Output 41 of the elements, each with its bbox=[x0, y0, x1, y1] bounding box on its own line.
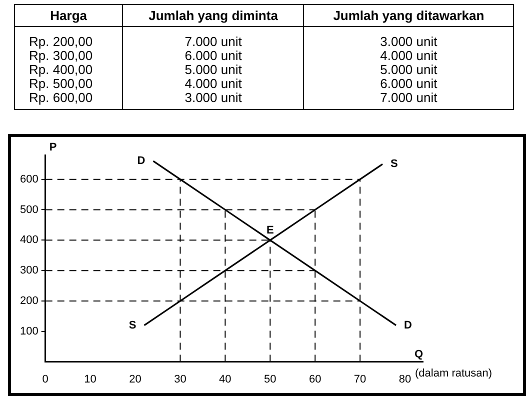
text: D bbox=[404, 319, 412, 332]
x-tick-label: 30 bbox=[174, 373, 186, 386]
text: 5.000 unit bbox=[304, 62, 514, 77]
text: Jumlah yang diminta bbox=[122, 4, 304, 26]
x-tick-label: 50 bbox=[264, 373, 276, 386]
x-axis-title: Q bbox=[414, 348, 424, 360]
y-tick-label: 500 bbox=[20, 204, 38, 216]
text: Rp. 300,00 bbox=[14, 48, 123, 63]
y-tick-label: 100 bbox=[20, 325, 38, 338]
text: 7.000 unit bbox=[122, 26, 304, 49]
text: 4.000 unit bbox=[304, 48, 514, 63]
series-label: S bbox=[128, 319, 136, 332]
x-tick-label: 0 bbox=[42, 373, 48, 386]
x-tick-label: 10 bbox=[84, 373, 96, 386]
x-tick-label: 60 bbox=[308, 373, 322, 386]
y-tick-label: 400 bbox=[20, 234, 38, 246]
text: 6.000 unit bbox=[304, 76, 514, 91]
text: 4.000 unit bbox=[122, 76, 304, 91]
annotation: E bbox=[266, 224, 274, 237]
text: Rp. 200,00 bbox=[14, 26, 123, 49]
text: S bbox=[390, 158, 398, 170]
text: 5.000 unit bbox=[122, 62, 304, 77]
text: Rp. 400,00 bbox=[14, 62, 123, 77]
text: 7.000 unit bbox=[304, 90, 514, 110]
text: Rp. 500,00 bbox=[14, 76, 123, 91]
y-tick-label: 300 bbox=[20, 264, 38, 277]
y-tick-label: 200 bbox=[20, 295, 38, 308]
x-tick-label: 40 bbox=[219, 373, 232, 386]
y-tick-label: 600 bbox=[20, 173, 38, 186]
series-label: D bbox=[137, 155, 146, 168]
x-tick-label: 80 bbox=[398, 373, 412, 386]
text: Jumlah yang ditawarkan bbox=[304, 4, 514, 26]
text: (dalam ratusan) bbox=[415, 367, 492, 380]
x-tick-label: 20 bbox=[129, 373, 142, 386]
text: Harga bbox=[14, 4, 123, 26]
x-tick-label: 70 bbox=[354, 373, 366, 386]
text: 3.000 unit bbox=[304, 26, 514, 49]
text: Rp. 600,00 bbox=[14, 90, 123, 110]
text: 6.000 unit bbox=[122, 48, 304, 63]
y-axis-title: P bbox=[49, 142, 57, 154]
text: 3.000 unit bbox=[122, 90, 304, 110]
